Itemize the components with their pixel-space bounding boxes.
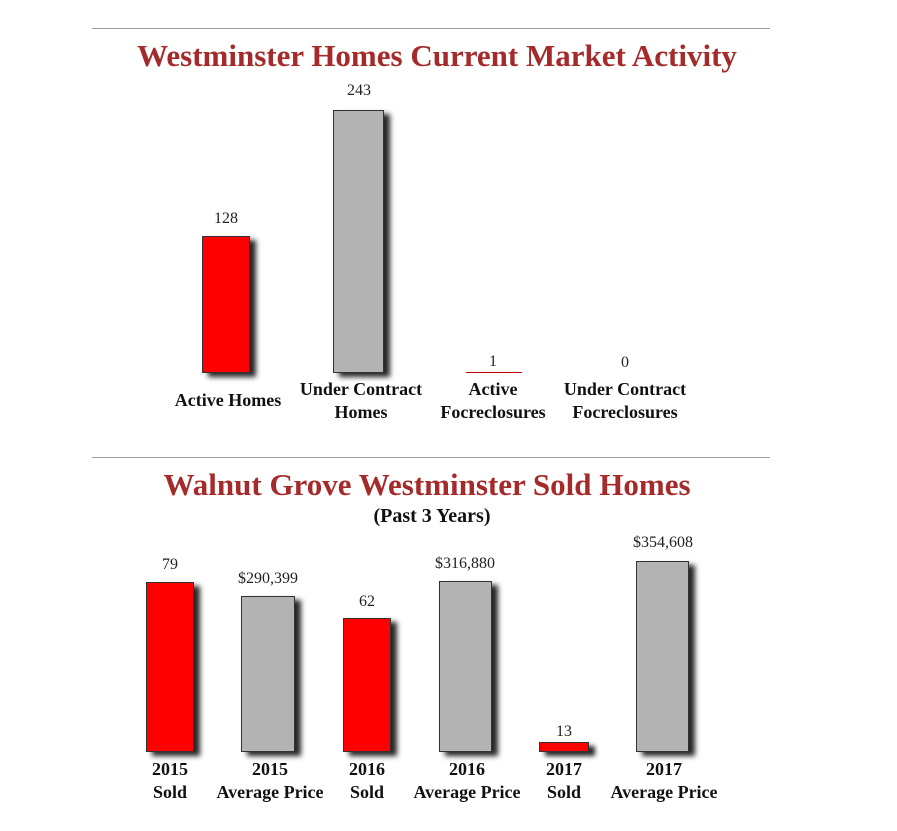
bar-2015-sold [146,582,194,752]
bar-2016-sold [343,618,391,752]
market-activity-title: Westminster Homes Current Market Activit… [137,38,737,73]
bar-value-2015-average-price: $290,399 [238,570,298,587]
bar-2017-sold [539,742,589,752]
bar-label-2016-sold: 2016 Sold [349,759,385,802]
bar-value-active-foreclosures: 1 [489,353,497,370]
bar-value-2017-sold: 13 [556,723,572,740]
bar-value-2016-sold: 62 [359,593,375,610]
middle-divider [92,457,770,458]
bar-label-2017-average-price: 2017 Average Price [610,759,718,802]
bar-value-active-homes: 128 [214,210,238,227]
bar-label-2015-sold: 2015 Sold [152,759,188,802]
bar-value-2017-average-price: $354,608 [633,534,693,551]
bar-label-under-contract-foreclosures: Under Contract Focreclosures [563,379,687,422]
bar-label-under-contract-homes: Under Contract Homes [299,379,423,422]
sold-homes-title: Walnut Grove Westminster Sold Homes [163,467,691,502]
bar-2016-average-price [439,581,492,752]
bar-value-2016-average-price: $316,880 [435,555,495,572]
bar-active-foreclosures [466,372,522,373]
bar-value-under-contract-foreclosures: 0 [621,354,629,371]
bar-value-2015-sold: 79 [162,556,178,573]
top-divider [92,28,770,29]
bar-label-active-foreclosures: Active Focreclosures [440,379,546,422]
bar-label-2016-average-price: 2016 Average Price [413,759,521,802]
bar-label-2017-sold: 2017 Sold [546,759,582,802]
sold-homes-subtitle: (Past 3 Years) [373,505,491,527]
bar-label-active-homes: Active Homes [174,390,282,410]
bar-label-2015-average-price: 2015 Average Price [216,759,324,802]
bar-2017-average-price [636,561,689,752]
bar-2015-average-price [241,596,295,752]
bar-under-contract-homes [333,110,384,373]
bar-value-under-contract-homes: 243 [347,82,371,99]
bar-active-homes [202,236,250,373]
